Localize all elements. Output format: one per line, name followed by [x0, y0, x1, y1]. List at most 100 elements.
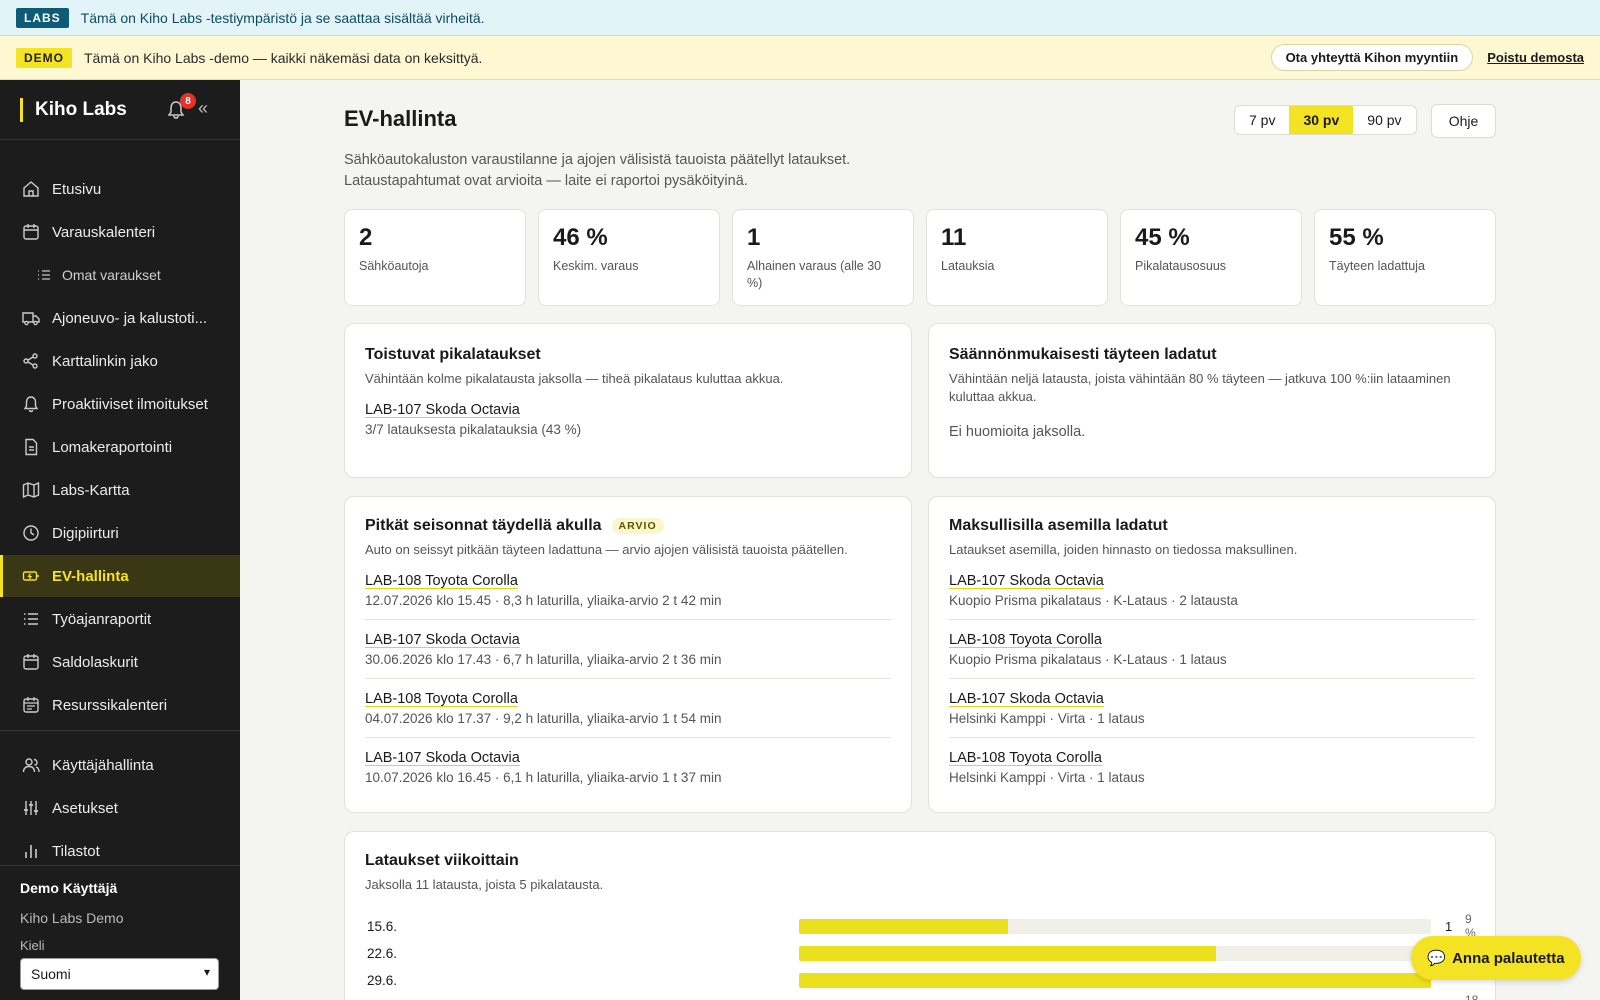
long-idle-card: Pitkät seisonnat täydellä akulla ARVIO A…: [344, 496, 912, 813]
demo-banner: DEMO Tämä on Kiho Labs -demo — kaikki nä…: [0, 36, 1600, 80]
card-title: Säännönmukaisesti täyteen ladatut: [949, 346, 1217, 363]
home-icon: [23, 181, 39, 197]
sidebar-item-varauskalenteri[interactable]: Varauskalenteri: [0, 211, 240, 253]
sidebar-item-resurssikalenteri[interactable]: Resurssikalenteri: [0, 684, 240, 726]
sidebar-item-kayttajahallinta[interactable]: Käyttäjähallinta: [0, 744, 240, 786]
week-percent: 18 %: [1465, 993, 1479, 1000]
list-item-detail: 30.06.2026 klo 17.43 · 6,7 h laturilla, …: [365, 652, 722, 667]
labs-banner: LABS Tämä on Kiho Labs -testiympäristö j…: [0, 0, 1600, 36]
vehicle-link[interactable]: LAB-108 Toyota Corolla: [949, 632, 1102, 648]
truck-icon: [22, 312, 40, 326]
card-subtitle: Vähintään neljä latausta, joista vähintä…: [949, 371, 1451, 404]
collapse-sidebar-icon[interactable]: «: [198, 98, 209, 118]
notifications-count-badge: 8: [180, 93, 196, 109]
share-icon: [23, 353, 38, 369]
list-item: LAB-107 Skoda Octavia Kuopio Prisma pika…: [949, 559, 1475, 620]
language-select[interactable]: Suomi ▾: [20, 958, 219, 990]
sidebar-item-label: Resurssikalenteri: [52, 696, 168, 714]
sidebar-item-label: Tilastot: [52, 842, 100, 860]
sidebar-item-etusivu[interactable]: Etusivu: [0, 168, 240, 210]
card-subtitle: Jaksolla 11 latausta, joista 5 pikalatau…: [365, 877, 604, 892]
exit-demo-link[interactable]: Poistu demosta: [1487, 50, 1584, 65]
kpi-card: 55 % Täyteen ladattuja: [1314, 209, 1496, 306]
kpi-value: 2: [359, 224, 373, 251]
list-item-detail: 10.07.2026 klo 16.45 · 6,1 h laturilla, …: [365, 770, 722, 785]
card-title: Toistuvat pikalataukset: [365, 346, 541, 363]
kpi-card: 1 Alhainen varaus (alle 30 %): [732, 209, 914, 306]
contact-sales-button[interactable]: Ota yhteyttä Kihon myyntiin: [1270, 44, 1474, 71]
vehicle-link[interactable]: LAB-107 Skoda Octavia: [365, 402, 520, 418]
sidebar-item-label: EV-hallinta: [52, 567, 129, 585]
vehicle-link[interactable]: LAB-108 Toyota Corolla: [949, 750, 1102, 766]
list-item-detail: Kuopio Prisma pikalataus · K-Lataus · 2 …: [949, 593, 1238, 608]
page-title: EV-hallinta: [344, 106, 457, 131]
sidebar-item-label: Digipiirturi: [52, 524, 119, 542]
sidebar-item-saldolaskurit[interactable]: Saldolaskurit: [0, 641, 240, 683]
user-organization: Kiho Labs Demo: [20, 910, 124, 926]
feedback-label: Anna palautetta: [1452, 949, 1565, 967]
week-percent: 9 %: [1465, 912, 1476, 940]
vehicle-link[interactable]: LAB-108 Toyota Corolla: [365, 573, 518, 589]
sidebar-item-label: Proaktiiviset ilmoitukset: [52, 395, 208, 413]
notifications-bell-icon[interactable]: [166, 100, 186, 120]
brand[interactable]: Kiho Labs: [0, 80, 240, 140]
sidebar-item-asetukset[interactable]: Asetukset: [0, 787, 240, 829]
kpi-value: 55 %: [1329, 224, 1384, 251]
vehicle-link[interactable]: LAB-108 Toyota Corolla: [365, 691, 518, 707]
kpi-label: Alhainen varaus (alle 30 %): [747, 259, 882, 290]
sidebar-item-karttalinkin-jako[interactable]: Karttalinkin jako: [0, 340, 240, 382]
vehicle-link[interactable]: LAB-107 Skoda Octavia: [365, 632, 520, 648]
week-bar: [799, 972, 1431, 988]
vehicle-link[interactable]: LAB-107 Skoda Octavia: [949, 573, 1104, 589]
list-item-detail: 04.07.2026 klo 17.37 · 9,2 h laturilla, …: [365, 711, 722, 726]
sidebar-item-tilastot[interactable]: Tilastot: [0, 830, 240, 872]
sliders-icon: [24, 801, 38, 815]
demo-badge: DEMO: [16, 47, 72, 68]
sidebar-item-digipiirturi[interactable]: Digipiirturi: [0, 512, 240, 554]
list-item: LAB-107 Skoda Octavia 3/7 latauksesta pi…: [365, 388, 891, 448]
kpi-value: 46 %: [553, 224, 608, 251]
estimate-tag: ARVIO: [611, 518, 664, 534]
weekly-row: 15.6. 1 9 %: [367, 912, 1477, 940]
user-name: Demo Käyttäjä: [20, 880, 118, 896]
period-30-button[interactable]: 30 pv: [1289, 106, 1354, 134]
sidebar-item-label: Käyttäjähallinta: [52, 756, 154, 774]
kpi-card: 2 Sähköautoja: [344, 209, 526, 306]
card-subtitle: Vähintään kolme pikalatausta jaksolla — …: [365, 371, 784, 386]
sidebar-item-omat-varaukset[interactable]: Omat varaukset: [0, 254, 240, 296]
sidebar-item-proaktiiviset[interactable]: Proaktiiviset ilmoitukset: [0, 383, 240, 425]
sidebar-item-label: Etusivu: [52, 180, 102, 198]
language-select-value: Suomi: [31, 966, 71, 982]
card-subtitle: Auto on seissyt pitkään täyteen ladattun…: [365, 542, 848, 557]
sidebar-item-labs-kartta[interactable]: Labs-Kartta: [0, 469, 240, 511]
calendar-icon: [23, 224, 39, 240]
vehicle-link[interactable]: LAB-107 Skoda Octavia: [949, 691, 1104, 707]
help-button[interactable]: Ohje: [1431, 104, 1496, 138]
card-title: Pitkät seisonnat täydellä akulla: [365, 517, 602, 534]
language-label: Kieli: [20, 938, 45, 953]
list-item: LAB-108 Toyota Corolla 04.07.2026 klo 17…: [365, 679, 891, 738]
list-item-detail: Helsinki Kamppi · Virta · 1 lataus: [949, 770, 1145, 785]
sidebar-item-lomakeraportointi[interactable]: Lomakeraportointi: [0, 426, 240, 468]
sidebar-item-ev-hallinta[interactable]: EV-hallinta: [0, 555, 240, 597]
sidebar-item-tyoajanraportit[interactable]: Työajanraportit: [0, 598, 240, 640]
bell-icon: [23, 396, 39, 413]
card-subtitle: Lataukset asemilla, joiden hinnasto on t…: [949, 542, 1298, 557]
feedback-button[interactable]: 💬 Anna palautetta: [1411, 936, 1581, 980]
weekly-charging-card: Lataukset viikoittain Jaksolla 11 lataus…: [344, 831, 1496, 1000]
list-item-detail: Kuopio Prisma pikalataus · K-Lataus · 1 …: [949, 652, 1227, 667]
sidebar-item-ajoneuvo[interactable]: Ajoneuvo- ja kalustoti...: [0, 297, 240, 339]
kpi-value: 1: [747, 224, 761, 251]
kpi-label: Keskim. varaus: [553, 259, 639, 273]
period-7-button[interactable]: 7 pv: [1249, 112, 1276, 128]
period-90-button[interactable]: 90 pv: [1367, 112, 1402, 128]
kpi-label: Täyteen ladattuja: [1329, 259, 1425, 273]
page-description: Sähköautokaluston varaustilanne ja ajoje…: [344, 150, 964, 192]
calendar-icon: [23, 654, 39, 670]
sidebar-item-label: Lomakeraportointi: [52, 438, 173, 456]
chevron-down-icon: ▾: [203, 965, 210, 979]
vehicle-link[interactable]: LAB-107 Skoda Octavia: [365, 750, 520, 766]
sidebar-divider: [0, 730, 240, 731]
week-bar-track: [799, 945, 1431, 961]
week-label: 29.6.: [367, 972, 398, 988]
